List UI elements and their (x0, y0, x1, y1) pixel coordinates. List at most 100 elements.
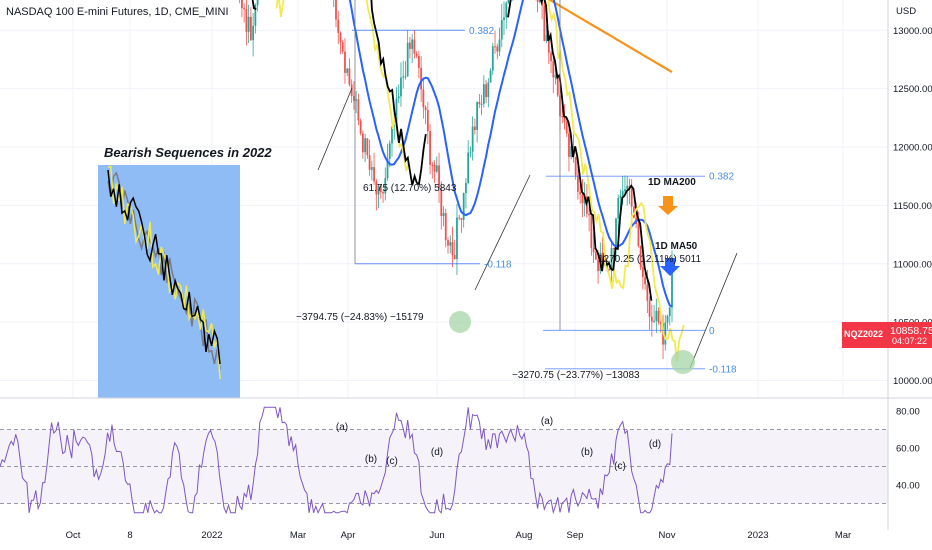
candle-body (384, 178, 387, 194)
x-tick-label: 2022 (201, 530, 222, 541)
candle-body (431, 164, 434, 166)
measure-label: −3270.75 (−23.77%) −13083 (512, 370, 640, 381)
candle-body (588, 213, 591, 216)
candle-body (547, 35, 550, 53)
x-tick-label: Apr (341, 530, 356, 541)
projection-arrow (317, 87, 353, 171)
wave-label: (b) (581, 447, 593, 458)
candle-body (453, 255, 456, 259)
inset-black-line (107, 169, 221, 365)
candle-body (386, 158, 389, 179)
candle-body (402, 76, 405, 78)
candle-body (608, 268, 611, 271)
candle-body (252, 25, 255, 41)
candle-body (507, 0, 510, 4)
target-circle (449, 311, 471, 333)
candle-body (536, 0, 539, 2)
candle-body (554, 75, 557, 78)
x-tick-label: Oct (66, 530, 81, 541)
candle-body (637, 223, 640, 246)
last-price: 10858.75 (890, 325, 932, 337)
candle-body (404, 76, 407, 78)
y-tick-label: 12500.00 (893, 84, 932, 95)
candle-body (615, 218, 617, 249)
grid (0, 0, 888, 398)
candle-body (624, 189, 626, 192)
candle-body (245, 9, 248, 32)
candle-body (639, 245, 642, 268)
candle-body (491, 46, 494, 71)
candle-body (460, 218, 463, 220)
candle-body (433, 164, 436, 172)
wave-label: (c) (614, 461, 626, 472)
candle-body (617, 197, 620, 219)
candle-body (478, 102, 481, 105)
arrow-down-icon (658, 196, 678, 215)
candle-body (606, 263, 608, 269)
candle-body (655, 310, 658, 321)
candle-body (368, 155, 371, 170)
candle-body (550, 52, 552, 62)
candle-body (364, 138, 367, 153)
measure-label: −3794.75 (−24.83%) −15179 (296, 312, 424, 323)
x-tick-label: 8 (127, 530, 132, 541)
candle-body (361, 133, 364, 153)
wave-label: (c) (386, 456, 398, 467)
candle-body (565, 122, 568, 134)
candle-body (447, 240, 449, 246)
candle-body (538, 0, 541, 2)
candle-body (462, 192, 465, 220)
fib-label: 0.382 (709, 172, 734, 183)
rsi-tick-label: 80.00 (896, 407, 920, 418)
measure-label: 1270.25 (12.11%) 5011 (598, 254, 701, 265)
candle-body (357, 99, 360, 121)
candle-body (341, 42, 344, 52)
fib-label: 0 (709, 326, 715, 337)
candle-body (666, 315, 669, 323)
fractal-black-3 (507, 0, 653, 301)
fractal-yellow-2 (547, 0, 685, 363)
candle-body (415, 53, 418, 56)
candle-body (473, 126, 476, 131)
candle-body (395, 98, 398, 125)
candle-body (664, 322, 667, 345)
candle-body (442, 213, 445, 217)
candle-body (592, 248, 595, 253)
candle-body (417, 55, 420, 68)
candle-body (438, 165, 440, 188)
x-tick-label: Aug (516, 530, 533, 541)
candle-body (648, 300, 651, 317)
candle-body (612, 248, 615, 250)
annotation-labels: 61.75 (12.70%) 5843 1270.25 (12.11%) 5011… (104, 145, 701, 381)
candle-body (411, 39, 414, 49)
candle-body (400, 77, 402, 97)
inset-title: Bearish Sequences in 2022 (104, 145, 272, 160)
candle-body (469, 151, 472, 153)
candle-body (644, 277, 647, 285)
candle-body (409, 42, 411, 49)
fractal-overlays (251, 0, 685, 363)
candles (239, 0, 673, 360)
y-tick-label: 11000.00 (893, 259, 932, 270)
candle-body (621, 191, 624, 196)
y-tick-label: 13000.00 (893, 26, 932, 37)
candle-body (241, 0, 243, 9)
candle-body (350, 84, 353, 96)
candle-body (552, 61, 555, 78)
candle-body (353, 95, 355, 101)
candle-body (568, 133, 570, 157)
fractal-yellow-1 (275, 0, 410, 172)
candle-body (641, 267, 644, 278)
rsi-tick-label: 60.00 (896, 444, 920, 455)
candle-body (249, 16, 252, 41)
candle-body (348, 68, 351, 85)
x-tick-label: Mar (835, 530, 851, 541)
candle-body (659, 322, 662, 324)
fib-label: 0.382 (469, 26, 494, 37)
candle-body (657, 310, 660, 323)
x-tick-label: 2023 (747, 530, 768, 541)
candle-body (505, 3, 508, 18)
candle-body (335, 0, 337, 20)
